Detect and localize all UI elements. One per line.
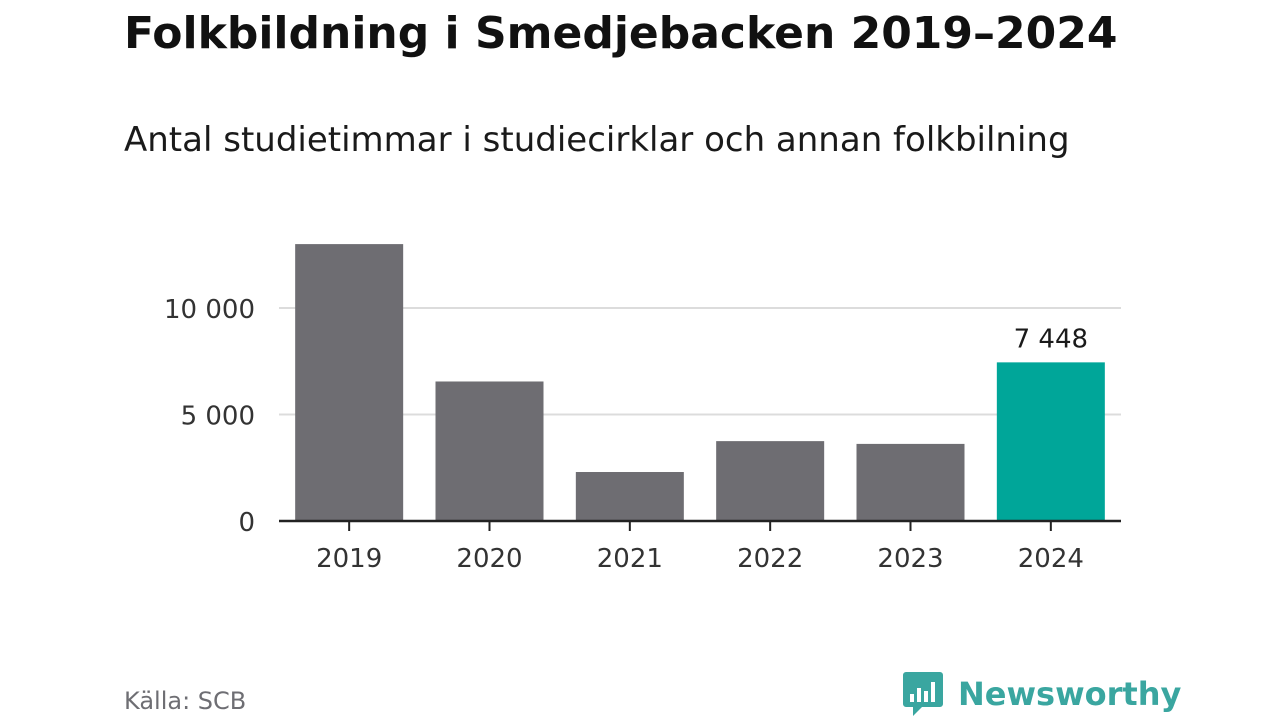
bar-2023	[856, 443, 965, 521]
data-label: 7 448	[1014, 324, 1088, 354]
y-tick-label: 0	[238, 508, 255, 538]
x-tick-label: 2021	[597, 544, 663, 574]
chart-subtitle: Antal studietimmar i studiecirklar och a…	[124, 120, 1070, 160]
bar-2022	[716, 441, 825, 521]
bar-chart: 0 5 000 10 000 2019 2020 2021 2022 2023 2024 7 44…	[164, 244, 1121, 574]
x-tick-label: 2024	[1018, 544, 1084, 574]
bar-2019	[295, 244, 404, 521]
newsworthy-logo-icon	[903, 672, 943, 716]
y-tick-label: 5 000	[181, 402, 255, 432]
x-tick-label: 2020	[456, 544, 522, 574]
bar-2021	[575, 472, 684, 521]
x-tick-label: 2022	[737, 544, 803, 574]
brand-name: Newsworthy	[958, 675, 1182, 713]
chart-title: Folkbildning i Smedjebacken 2019–2024	[124, 8, 1118, 59]
bar-2020	[435, 381, 544, 521]
bar-2024	[996, 362, 1105, 521]
x-tick-label: 2023	[877, 544, 943, 574]
source-note: Källa: SCB	[124, 687, 247, 715]
brand-logo: Newsworthy	[902, 670, 1181, 718]
y-tick-label: 10 000	[164, 295, 255, 325]
x-tick-label: 2019	[316, 544, 382, 574]
